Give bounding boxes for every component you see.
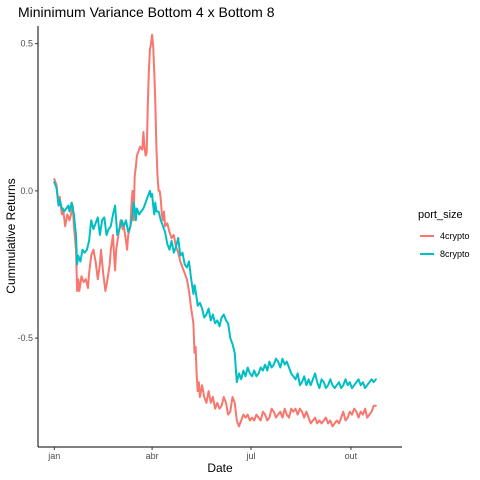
- legend: port_size 4crypto 8crypto: [418, 209, 470, 259]
- x-tick-label: abr: [146, 451, 159, 461]
- x-tick-label: jul: [245, 451, 255, 461]
- chart-title: Mininimum Variance Bottom 4 x Bottom 8: [18, 4, 275, 20]
- series-line-8crypto: [53, 181, 377, 390]
- legend-items: 4crypto 8crypto: [420, 231, 470, 259]
- x-axis-title: Date: [207, 461, 233, 475]
- y-ticks: 0.5 0.0 -0.5: [17, 39, 38, 343]
- y-tick-label: 0.0: [20, 186, 33, 196]
- x-ticks: jan abr jul out: [47, 447, 358, 461]
- y-tick-label: -0.5: [17, 333, 33, 343]
- series-line-4crypto: [53, 33, 377, 428]
- legend-label: 4crypto: [440, 231, 470, 241]
- y-axis-title: Cummulative Returns: [4, 178, 18, 293]
- x-tick-label: out: [345, 451, 358, 461]
- y-tick-label: 0.5: [20, 39, 33, 49]
- series-layer: [53, 33, 377, 428]
- x-tick-label: jan: [47, 451, 60, 461]
- legend-label: 8crypto: [440, 249, 470, 259]
- legend-title: port_size: [418, 209, 463, 221]
